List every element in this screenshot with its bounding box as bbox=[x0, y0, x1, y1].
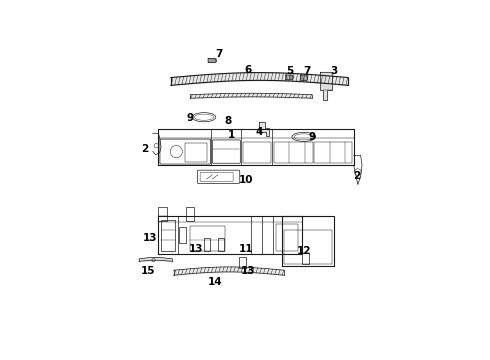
Bar bbox=[243, 142, 270, 163]
Polygon shape bbox=[208, 58, 217, 63]
Text: 9: 9 bbox=[309, 132, 316, 143]
Bar bbox=[314, 142, 352, 163]
Text: 12: 12 bbox=[296, 246, 311, 256]
Bar bbox=[276, 224, 298, 251]
Polygon shape bbox=[259, 122, 269, 136]
Text: 13: 13 bbox=[143, 233, 157, 243]
Bar bbox=[186, 207, 194, 221]
Bar bbox=[239, 257, 245, 268]
Bar bbox=[185, 143, 207, 162]
Text: 1: 1 bbox=[228, 130, 235, 140]
Text: 7: 7 bbox=[216, 49, 223, 59]
Polygon shape bbox=[300, 75, 308, 80]
Bar bbox=[161, 220, 175, 251]
Text: 3: 3 bbox=[331, 66, 338, 76]
Text: 13: 13 bbox=[189, 244, 203, 254]
Bar bbox=[190, 226, 225, 251]
Bar bbox=[158, 207, 167, 221]
Text: 9: 9 bbox=[187, 113, 194, 123]
Text: 2: 2 bbox=[353, 171, 360, 181]
Bar bbox=[218, 238, 224, 251]
Text: 11: 11 bbox=[238, 244, 253, 254]
Text: 6: 6 bbox=[245, 64, 252, 75]
Text: 13: 13 bbox=[241, 266, 256, 276]
Text: 10: 10 bbox=[238, 175, 253, 185]
Polygon shape bbox=[286, 75, 293, 80]
Text: 8: 8 bbox=[224, 116, 231, 126]
Bar bbox=[179, 227, 186, 243]
Bar bbox=[284, 230, 332, 264]
Text: 15: 15 bbox=[141, 266, 156, 276]
Bar bbox=[204, 238, 210, 251]
Text: 7: 7 bbox=[303, 66, 310, 76]
Text: 4: 4 bbox=[256, 127, 263, 137]
Text: 5: 5 bbox=[286, 66, 294, 76]
Bar bbox=[302, 253, 309, 264]
Text: 2: 2 bbox=[141, 144, 148, 153]
Bar bbox=[274, 142, 313, 163]
Text: 14: 14 bbox=[208, 276, 222, 287]
Polygon shape bbox=[320, 72, 332, 100]
